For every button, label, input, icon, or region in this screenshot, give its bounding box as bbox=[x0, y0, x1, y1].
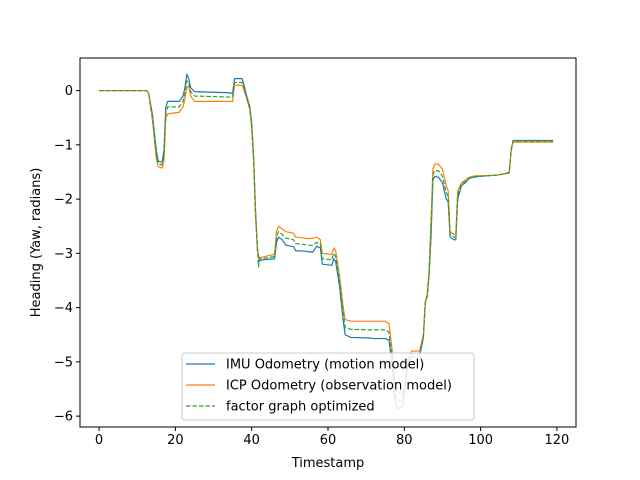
legend: IMU Odometry (motion model) ICP Odometry … bbox=[181, 352, 475, 421]
y-tick-label: −5 bbox=[54, 355, 73, 370]
y-axis: 0 −1 −2 −3 −4 −5 −6 bbox=[54, 84, 80, 425]
legend-label-0: IMU Odometry (motion model) bbox=[226, 358, 424, 373]
x-axis: 0 20 40 60 80 100 120 bbox=[95, 427, 569, 448]
y-tick-label: −2 bbox=[54, 193, 73, 208]
legend-label-1: ICP Odometry (observation model) bbox=[226, 379, 452, 394]
y-tick-label: −3 bbox=[54, 247, 73, 262]
y-tick-label: −6 bbox=[54, 410, 73, 425]
y-tick-label: 0 bbox=[65, 84, 73, 99]
legend-box bbox=[181, 352, 475, 421]
y-axis-label: Heading (Yaw, radians) bbox=[29, 168, 44, 318]
x-tick-label: 40 bbox=[243, 433, 260, 448]
series-line-2 bbox=[99, 80, 554, 402]
series-layer bbox=[99, 73, 554, 409]
x-axis-label: Timestamp bbox=[291, 456, 365, 471]
series-line-1 bbox=[99, 84, 554, 396]
x-tick-label: 80 bbox=[396, 433, 413, 448]
x-tick-label: 20 bbox=[167, 433, 184, 448]
legend-label-2: factor graph optimized bbox=[226, 400, 375, 415]
x-tick-label: 120 bbox=[545, 433, 570, 448]
x-tick-label: 0 bbox=[95, 433, 103, 448]
x-tick-label: 100 bbox=[468, 433, 493, 448]
y-tick-label: −1 bbox=[54, 138, 73, 153]
x-tick-label: 60 bbox=[320, 433, 337, 448]
y-tick-label: −4 bbox=[54, 301, 73, 316]
series-line-0 bbox=[99, 73, 554, 409]
